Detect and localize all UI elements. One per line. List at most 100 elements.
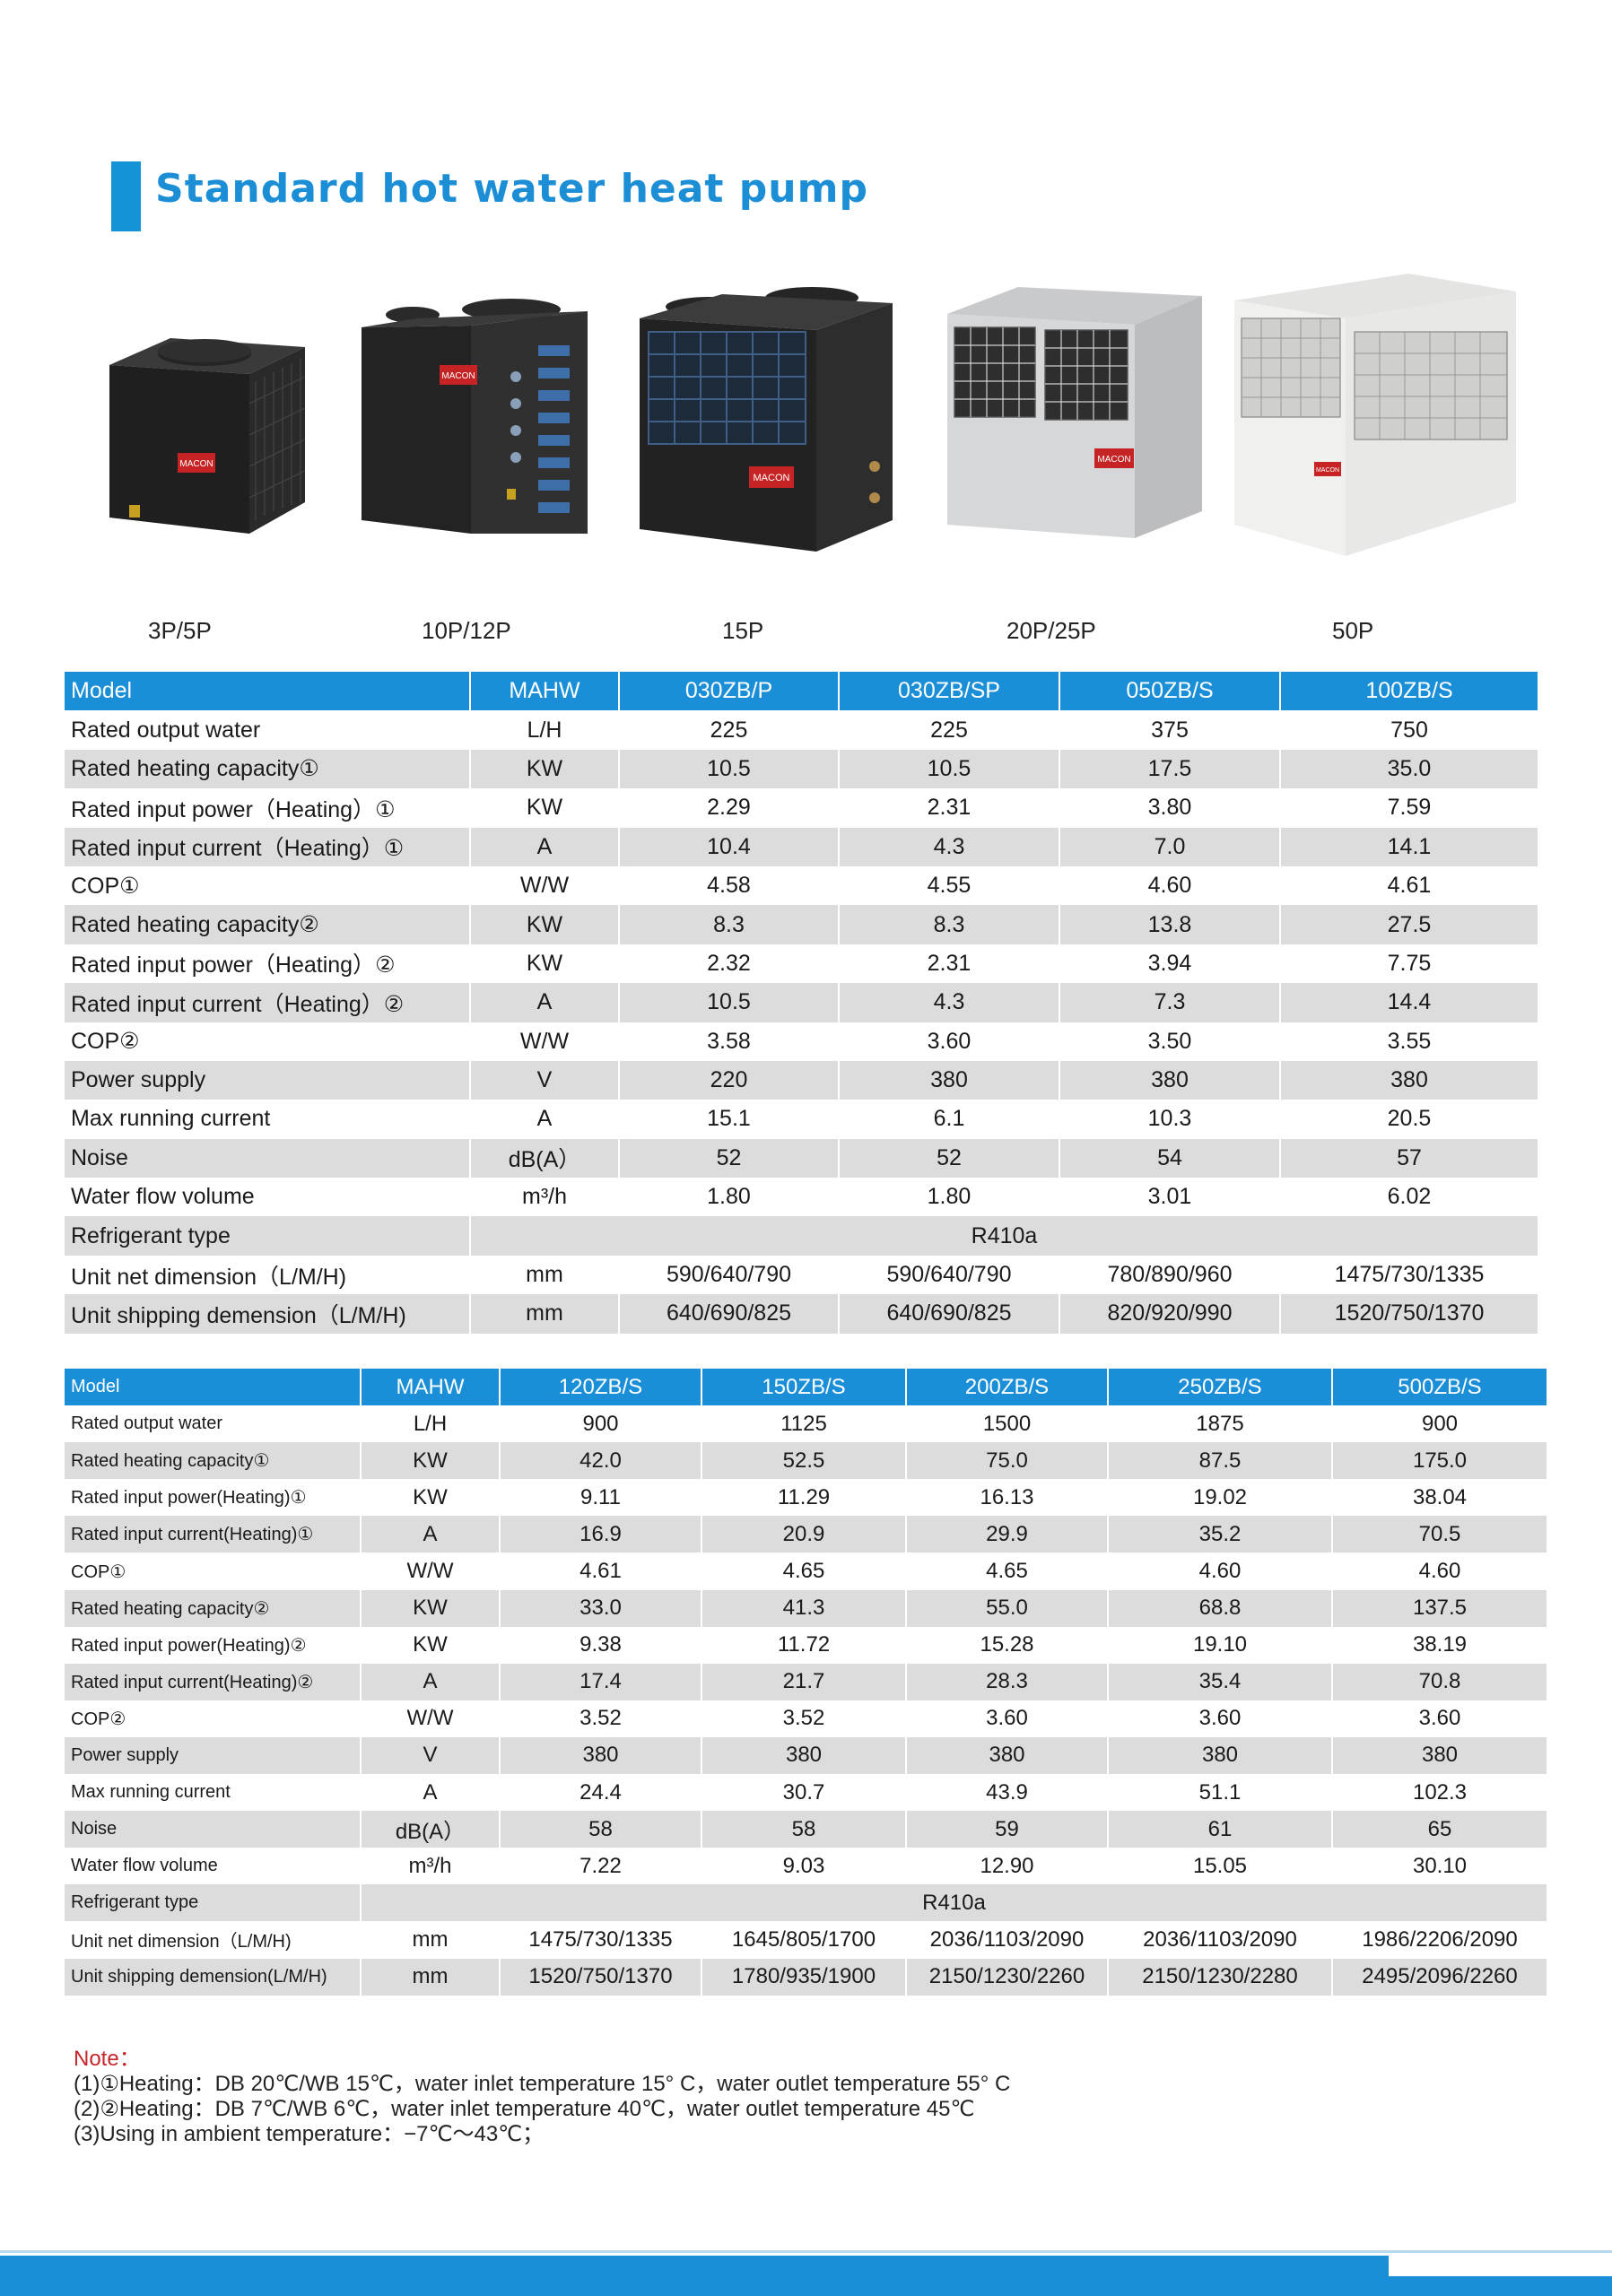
table-row: Noise dB(A） 52 52 54 57 xyxy=(65,1138,1539,1178)
table-cell: 3.58 xyxy=(619,1022,840,1061)
table-row: Rated heating capacity① KW 10.5 10.5 17.5 35.… xyxy=(65,749,1539,789)
table-cell: 4.3 xyxy=(839,827,1060,866)
table-cell: 780/890/960 xyxy=(1059,1255,1281,1295)
row-label: Noise xyxy=(65,1138,471,1178)
table-cell: 2.29 xyxy=(619,788,840,828)
table-cell: 3.52 xyxy=(500,1700,702,1737)
table-cell: 42.0 xyxy=(500,1442,702,1480)
table-cell: 137.5 xyxy=(1332,1589,1548,1627)
table-cell: KW xyxy=(361,1442,501,1480)
row-label: Refrigerant type xyxy=(65,1216,471,1256)
product-10p12p-image: MACON xyxy=(362,299,588,534)
page-title: Standard hot water heat pump xyxy=(155,166,868,212)
table-cell: 2150/1230/2260 xyxy=(906,1958,1109,1996)
table-cell: L/H xyxy=(470,710,620,750)
table-row: Water flow volume m³/h 7.22 9.03 12.90 15.05 3… xyxy=(65,1848,1548,1885)
table-row: Refrigerant type R410a xyxy=(65,1216,1539,1256)
table-cell: 16.9 xyxy=(500,1516,702,1553)
table-cell: 30.7 xyxy=(701,1774,907,1812)
table-row: COP② W/W 3.58 3.60 3.50 3.55 xyxy=(65,1022,1539,1061)
table-cell: 380 xyxy=(701,1736,907,1775)
table-cell: 57 xyxy=(1280,1138,1539,1178)
table-cell: 3.50 xyxy=(1059,1022,1281,1061)
table-cell: 225 xyxy=(619,710,840,750)
row-label: Refrigerant type xyxy=(65,1884,362,1922)
table-row: Max running current A 15.1 6.1 10.3 20.5 xyxy=(65,1100,1539,1139)
table-cell: 1475/730/1335 xyxy=(500,1921,702,1959)
table-row: Rated input power(Heating)① KW 9.11 11.29 16… xyxy=(65,1479,1548,1517)
table-cell: 8.3 xyxy=(839,905,1060,944)
row-label: Rated heating capacity② xyxy=(65,905,471,944)
row-label: Rated input current(Heating)① xyxy=(65,1516,362,1553)
table-cell: 52.5 xyxy=(701,1442,907,1480)
table-cell: KW xyxy=(361,1589,501,1627)
table-row: COP① W/W 4.61 4.65 4.65 4.60 4.60 xyxy=(65,1552,1548,1590)
table-cell: 380 xyxy=(1280,1060,1539,1100)
table-cell: 17.5 xyxy=(1059,749,1281,789)
table-cell: 7.3 xyxy=(1059,983,1281,1022)
row-label: Noise xyxy=(65,1811,362,1848)
product-images: MACON MACON xyxy=(0,265,1612,659)
row-label: Rated output water xyxy=(65,1405,362,1443)
row-label: Unit shipping demension（L/M/H) xyxy=(65,1294,471,1334)
table-cell: 4.65 xyxy=(906,1552,1109,1590)
table-header-row: Model MAHW 120ZB/S 150ZB/S 200ZB/S 250ZB/S 500… xyxy=(65,1369,1548,1406)
table-cell: 4.65 xyxy=(701,1552,907,1590)
table-cell: 8.3 xyxy=(619,905,840,944)
table-row: Rated input current(Heating)① A 16.9 20.9 29… xyxy=(65,1516,1548,1553)
product-15p-image: MACON xyxy=(640,287,893,552)
table-cell: 2.31 xyxy=(839,944,1060,984)
table-cell: 6.02 xyxy=(1280,1178,1539,1217)
row-label: Unit net dimension（L/M/H) xyxy=(65,1255,471,1295)
table-cell: 87.5 xyxy=(1108,1442,1333,1480)
header-cell: MAHW xyxy=(361,1369,501,1406)
table-cell: 10.5 xyxy=(619,749,840,789)
table-cell: 24.4 xyxy=(500,1774,702,1812)
table-cell: 1500 xyxy=(906,1405,1109,1443)
table-cell: 590/640/790 xyxy=(839,1255,1060,1295)
table-row: Rated output water L/H 900 1125 1500 1875 900 xyxy=(65,1405,1548,1443)
table-row: COP① W/W 4.58 4.55 4.60 4.61 xyxy=(65,865,1539,906)
table-cell: 1645/805/1700 xyxy=(701,1921,907,1959)
header-cell: 120ZB/S xyxy=(500,1369,702,1406)
table-cell: KW xyxy=(361,1479,501,1517)
table-cell: 35.0 xyxy=(1280,749,1539,789)
table-cell: m³/h xyxy=(361,1848,501,1885)
table-cell: 41.3 xyxy=(701,1589,907,1627)
header-cell: 500ZB/S xyxy=(1332,1369,1548,1406)
note-line-1: (1)①Heating：DB 20℃/WB 15℃，water inlet te… xyxy=(74,2072,1011,2096)
table-cell: 1475/730/1335 xyxy=(1280,1255,1539,1295)
table-cell: 20.9 xyxy=(701,1516,907,1553)
table-cell: 15.28 xyxy=(906,1626,1109,1664)
product-caption-15p: 15P xyxy=(722,617,764,644)
product-20p25p-image: MACON xyxy=(947,287,1202,538)
table-cell: 28.3 xyxy=(906,1663,1109,1700)
table-cell: 2036/1103/2090 xyxy=(906,1921,1109,1959)
table-cell: 51.1 xyxy=(1108,1774,1333,1812)
table-cell: 1875 xyxy=(1108,1405,1333,1443)
product-caption-3p5p: 3P/5P xyxy=(148,617,212,644)
table-cell: 68.8 xyxy=(1108,1589,1333,1627)
table-row: Unit shipping demension(L/M/H) mm 1520/750… xyxy=(65,1958,1548,1996)
table-cell: dB(A） xyxy=(361,1811,501,1848)
table-cell: 9.11 xyxy=(500,1479,702,1517)
table-cell: 75.0 xyxy=(906,1442,1109,1480)
table-row: Rated input power（Heating）① KW 2.29 2.31 3.8… xyxy=(65,788,1539,828)
header-cell: 200ZB/S xyxy=(906,1369,1109,1406)
table-row: Rated input current（Heating）① A 10.4 4.3 7.0… xyxy=(65,827,1539,866)
row-label: Rated input power（Heating）① xyxy=(65,788,471,828)
spec-table-2: Model MAHW 120ZB/S 150ZB/S 200ZB/S 250ZB/S 500… xyxy=(65,1369,1548,1996)
row-label: Rated input current（Heating）① xyxy=(65,827,471,866)
table-cell: 4.58 xyxy=(619,865,840,906)
svg-text:MACON: MACON xyxy=(441,371,475,381)
table-cell: 70.5 xyxy=(1332,1516,1548,1553)
table-cell: 7.0 xyxy=(1059,827,1281,866)
table-cell: 4.3 xyxy=(839,983,1060,1022)
table-cell: 54 xyxy=(1059,1138,1281,1178)
table-cell: 3.52 xyxy=(701,1700,907,1737)
table-cell: 35.2 xyxy=(1108,1516,1333,1553)
table-cell: 10.3 xyxy=(1059,1100,1281,1139)
table-cell: 380 xyxy=(906,1736,1109,1775)
table-cell: 4.61 xyxy=(1280,865,1539,906)
row-label: Unit net dimension（L/M/H) xyxy=(65,1921,362,1959)
